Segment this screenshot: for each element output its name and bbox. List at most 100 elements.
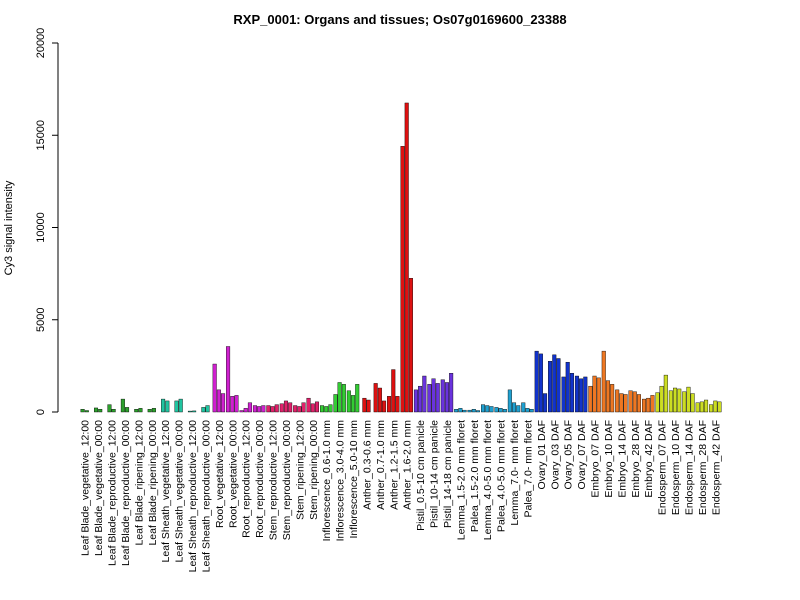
bar [270, 406, 275, 413]
x-tick-label: Embryo_14 DAF [616, 420, 628, 498]
bar [673, 387, 678, 413]
chart-title: RXP_0001: Organs and tissues; Os07g01696… [233, 12, 566, 27]
bar [362, 397, 367, 413]
bar [230, 396, 235, 413]
bar [668, 390, 673, 413]
x-tick-label: Root_vegetative_12:00 [214, 420, 226, 528]
bar [174, 400, 179, 413]
x-tick-label: Stem_ripening_12:00 [294, 420, 306, 520]
x-tick-label: Leaf Sheath_vegetative_12:00 [160, 420, 172, 563]
x-tick-label: Inflorescence_0.6-1.0 mm [321, 420, 333, 542]
bar [346, 390, 351, 413]
x-tick-label: Stem_ripening_00:00 [308, 420, 320, 520]
bar [632, 391, 637, 413]
bar [391, 369, 396, 413]
bar [337, 382, 342, 413]
bar [659, 385, 664, 413]
y-axis: 0 5000 10000 15000 20000 [35, 28, 59, 415]
bar [686, 386, 691, 413]
x-tick-label: Embryo_42 DAF [643, 420, 655, 498]
bars-group [80, 102, 722, 413]
bar [134, 409, 139, 413]
bar [516, 405, 521, 413]
x-tick-label: Leaf Sheath_reproductive_00:00 [200, 420, 212, 573]
bar [161, 398, 166, 413]
bar [502, 409, 507, 413]
bar [458, 408, 463, 413]
x-tick-label: Leaf Blade_vegetative_12:00 [80, 420, 92, 556]
bar [489, 406, 494, 413]
x-tick-label: Anther_0.3-0.6 mm [361, 420, 373, 510]
y-tick-label: 0 [35, 409, 47, 415]
bar [178, 398, 183, 413]
bar [226, 346, 231, 413]
bar [306, 397, 311, 413]
bar [427, 384, 432, 413]
bar [538, 353, 543, 413]
bar [592, 375, 597, 413]
bar [283, 400, 288, 413]
x-tick-label: Leaf Blade_ripening_12:00 [133, 420, 145, 546]
bar [512, 402, 517, 413]
bar [147, 409, 152, 413]
bar [588, 385, 593, 413]
bar [274, 404, 279, 413]
bar [234, 395, 239, 413]
bar [187, 410, 192, 413]
x-tick-label: Ovary_05 DAF [563, 420, 575, 489]
bar [408, 278, 413, 413]
bar [377, 387, 382, 413]
bar [507, 389, 512, 413]
bar [266, 405, 271, 413]
x-tick-label: Endosperm_42 DAF [710, 420, 722, 515]
x-tick-label: Lemma_7.0- mm floret [509, 420, 521, 526]
bar [699, 401, 704, 413]
x-tick-label: Leaf Blade_ripening_00:00 [147, 420, 159, 546]
bar [650, 395, 655, 413]
x-tick-label: Leaf Sheath_reproductive_12:00 [187, 420, 199, 573]
bar [201, 407, 206, 413]
bar [301, 402, 306, 413]
x-tick-label: Leaf Sheath_vegetative_00:00 [174, 420, 186, 563]
bar [125, 407, 130, 413]
bar [418, 385, 423, 413]
bar [314, 401, 319, 413]
bar [462, 409, 467, 413]
bar [663, 374, 668, 413]
x-tick-label: Inflorescence_3.0-4.0 mm [335, 420, 347, 542]
bar [556, 358, 561, 413]
bar [543, 393, 548, 413]
x-tick-label: Leaf Blade_reproductive_12:00 [107, 420, 119, 566]
bar [80, 409, 85, 413]
x-tick-label: Endosperm_14 DAF [683, 420, 695, 515]
bar [98, 409, 103, 413]
x-tick-label: Lemma_1.5-2.0 mm floret [455, 420, 467, 540]
bar [355, 384, 360, 413]
x-tick-label: Pistil_0.5-10 cm panicle [415, 420, 427, 531]
bar [494, 407, 499, 413]
bar [485, 405, 490, 413]
x-tick-label: Stem_reproductive_00:00 [281, 420, 293, 540]
x-tick-label: Endosperm_10 DAF [670, 420, 682, 515]
bar [467, 409, 472, 413]
bar [400, 146, 405, 413]
bar [521, 402, 526, 413]
bar [690, 393, 695, 413]
bar [404, 102, 409, 413]
bar [422, 375, 427, 413]
bar [395, 396, 400, 413]
bar [642, 398, 647, 413]
x-tick-label: Endosperm_28 DAF [697, 420, 709, 515]
x-tick-label: Palea_7.0- mm floret [522, 420, 534, 518]
x-tick-label: Leaf Blade_reproductive_00:00 [120, 420, 132, 566]
bar [435, 383, 440, 413]
bar [561, 376, 566, 413]
bar [310, 403, 315, 413]
x-tick-label: Pistil_14-18 cm panicle [442, 420, 454, 528]
bar [431, 378, 436, 413]
bar [475, 410, 480, 413]
x-tick-label: Root_vegetative_00:00 [227, 420, 239, 528]
bar [333, 394, 338, 413]
x-tick-label: Embryo_07 DAF [590, 420, 602, 498]
